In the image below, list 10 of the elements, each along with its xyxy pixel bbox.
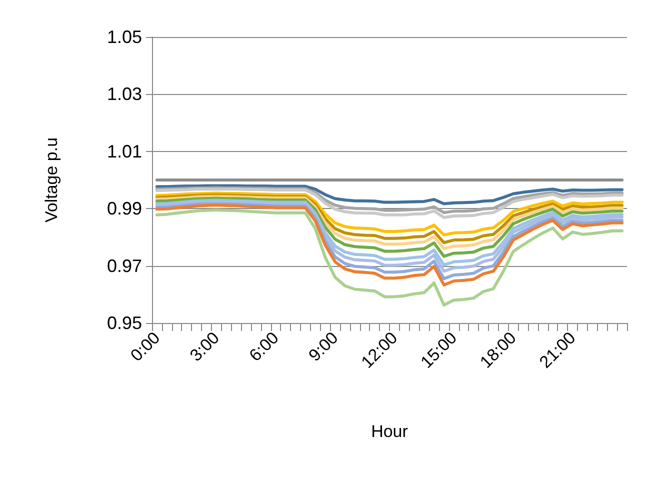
x-tick-label: 6:00	[246, 328, 282, 366]
y-tick-label: 0.99	[106, 198, 142, 219]
x-tick-label: 3:00	[186, 328, 224, 366]
y-tick-label: 1.01	[106, 141, 142, 162]
y-tick-label: 1.05	[106, 27, 142, 47]
x-axis-title: Hour	[371, 422, 408, 441]
y-tick-label: 0.97	[106, 256, 142, 276]
y-tick-label: 1.03	[106, 84, 142, 104]
x-tick-label: 9:00	[304, 328, 342, 366]
y-axis-title: Voltage p.u	[42, 137, 61, 223]
